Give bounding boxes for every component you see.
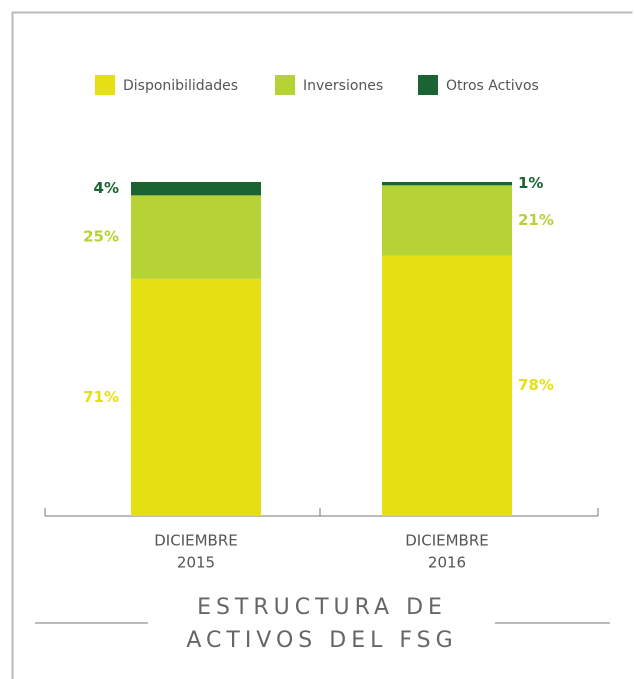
legend-label: Otros Activos [446, 78, 539, 94]
legend-swatch [275, 75, 295, 95]
data-label: 1% [518, 174, 543, 192]
chart-title: ESTRUCTURA DE [197, 595, 447, 620]
chart-title: ACTIVOS DEL FSG [186, 628, 457, 653]
data-label: 25% [83, 228, 119, 246]
x-tick-label: 2015 [177, 554, 215, 572]
legend-label: Inversiones [303, 78, 383, 94]
data-label: 21% [518, 211, 554, 229]
data-label: 4% [94, 179, 119, 197]
bar-segment [131, 182, 261, 196]
bar-segment [382, 182, 512, 186]
x-tick-label: 2016 [428, 554, 466, 572]
x-tick-label: DICIEMBRE [154, 532, 237, 550]
bar-segment [382, 185, 512, 256]
legend-swatch [418, 75, 438, 95]
legend-swatch [95, 75, 115, 95]
data-label: 78% [518, 376, 554, 394]
bar-segment [131, 278, 261, 516]
data-label: 71% [83, 388, 119, 406]
frame [11, 11, 633, 679]
bar-segment [131, 195, 261, 279]
x-axis [44, 508, 599, 517]
bar-segment [382, 255, 512, 517]
x-tick-label: DICIEMBRE [405, 532, 488, 550]
legend-label: Disponibilidades [123, 78, 238, 94]
